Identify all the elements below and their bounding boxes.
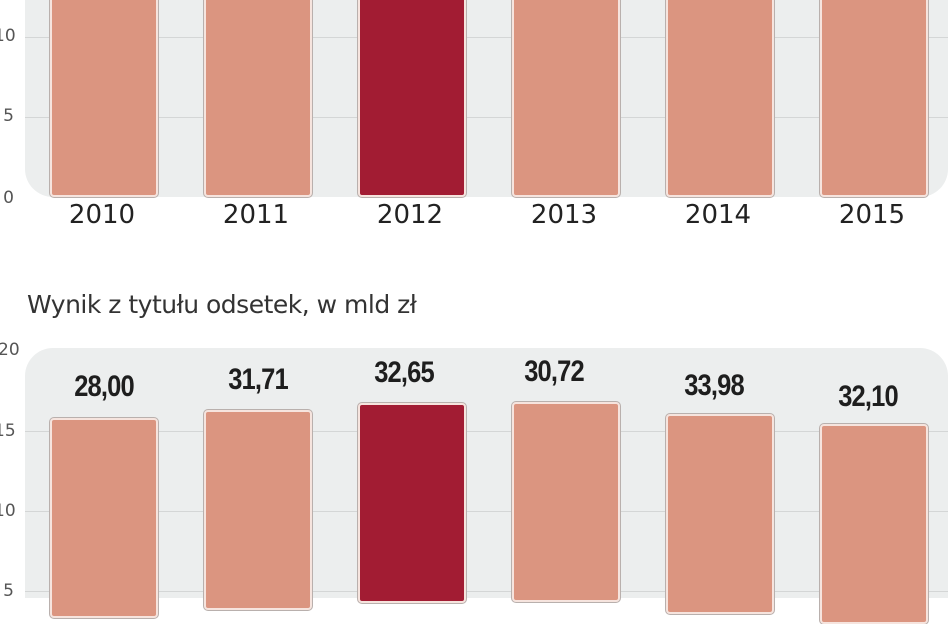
x-label-2014: 2014 [684, 200, 752, 230]
value-label-2013: 30,72 [524, 355, 584, 388]
value-label-2014: 33,98 [684, 369, 744, 402]
bar-2015 [820, 0, 928, 197]
y-tick-15: 15 [0, 421, 16, 441]
bar-2010 [50, 418, 158, 618]
bar-2010 [50, 0, 158, 197]
bottom-chart-panel [25, 348, 948, 598]
bar-2014 [666, 0, 774, 197]
bar-2013 [512, 402, 620, 602]
x-label-2010: 2010 [68, 200, 136, 230]
gridline-10 [25, 37, 948, 38]
y-tick-20: 20 [0, 340, 20, 360]
gridline-15 [25, 431, 948, 432]
bar-2011 [204, 0, 312, 197]
y-tick-5: 5 [3, 581, 14, 601]
bar-2011 [204, 410, 312, 610]
bar-2015 [820, 424, 928, 624]
y-tick-10: 10 [0, 501, 16, 521]
x-label-2015: 2015 [838, 200, 906, 230]
bar-2013 [512, 0, 620, 197]
gridline-5 [25, 591, 948, 592]
bar-2014 [666, 414, 774, 614]
value-label-2011: 31,71 [228, 363, 288, 396]
value-label-2015: 32,10 [838, 380, 898, 413]
gridline-5 [25, 117, 948, 118]
y-tick-5: 5 [3, 106, 14, 126]
chart-title: Wynik z tytułu odsetek, w mld zł [27, 290, 417, 319]
x-label-2012: 2012 [376, 200, 444, 230]
top-chart-panel [25, 0, 948, 197]
y-tick-0: 0 [3, 188, 14, 208]
value-label-2012: 32,65 [374, 356, 434, 389]
y-tick-10: 10 [0, 26, 16, 46]
x-label-2011: 2011 [222, 200, 290, 230]
value-label-2010: 28,00 [74, 370, 134, 403]
gridline-10 [25, 511, 948, 512]
bar-2012 [358, 403, 466, 603]
bar-2012 [358, 0, 466, 197]
x-label-2013: 2013 [530, 200, 598, 230]
